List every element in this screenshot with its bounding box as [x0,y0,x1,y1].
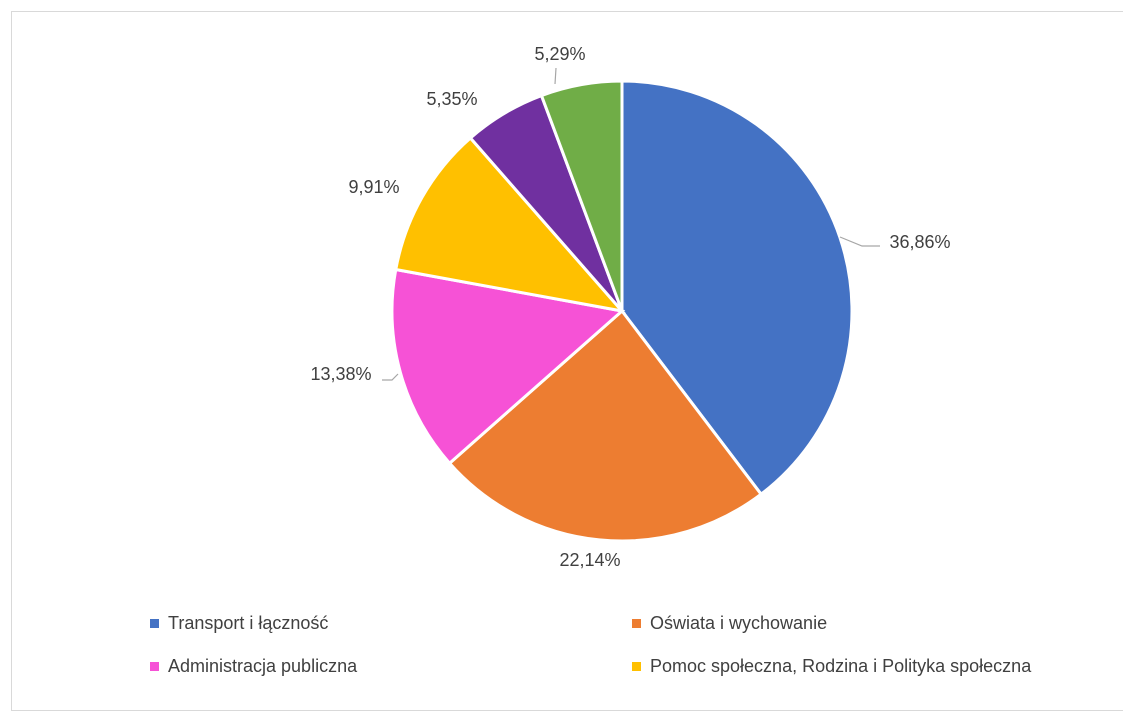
pie-slice-3 [390,267,626,466]
pie-slice-6 [539,79,624,312]
data-label-1: 36,86% [889,232,950,252]
data-label-3: 13,38% [310,364,371,384]
leader-line-2 [382,373,399,381]
legend-swatch-2 [632,619,641,628]
data-label-2: 22,14% [559,550,620,570]
pie-slice-2 [447,308,764,543]
leader-lines [382,67,880,381]
legend-label-1: Transport i łączność [168,613,328,633]
legend-swatch-4 [632,662,641,671]
leader-line-3 [554,67,557,85]
legend-label-4: Pomoc społeczna, Rodzina i Polityka społ… [650,656,1032,676]
legend-swatch-3 [150,662,159,671]
data-label-6: 5,29% [534,44,585,64]
data-label-5: 5,35% [426,89,477,109]
data-label-4: 9,91% [348,177,399,197]
leader-line-1 [839,236,880,247]
data-labels: 36,86% 22,14% 13,38% 9,91% 5,35% 5,29% [310,44,950,570]
legend-label-2: Oświata i wychowanie [650,613,827,633]
pie-chart: 36,86% 22,14% 13,38% 9,91% 5,35% 5,29% Transp… [150,44,1032,676]
legend: Transport i łączność Oświata i wychowanie… [150,613,1032,676]
legend-label-3: Administracja publiczna [168,656,358,676]
pie-slice-4 [394,135,626,314]
pie-slices [390,79,854,543]
legend-swatch-1 [150,619,159,628]
